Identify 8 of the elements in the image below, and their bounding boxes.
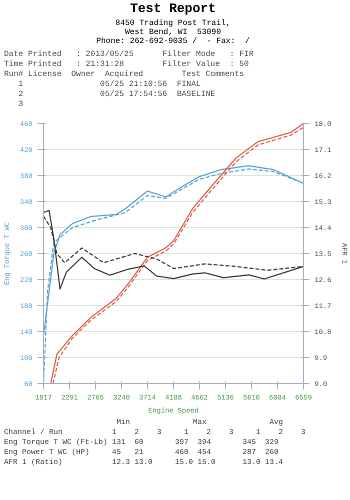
text: Date Printed : 2013/05/25 Filter Mode : FIR <box>4 50 254 59</box>
text: 2 05/25 17:54:56 BASELINE <box>18 90 216 99</box>
text: 3 <box>18 100 24 109</box>
chart-subtitle: 8450 Trading Post Trail, West Bend, WI 53090 Phone: 262-692-9035 / - Fax: / <box>95 18 251 46</box>
text: 1 05/25 21:10:56 FINAL <box>18 80 201 89</box>
chart-title: Test Report <box>129 0 217 18</box>
text: Time Printed : 21:31:28 Filter Value : 50 <box>4 60 249 69</box>
text: Run# License Owner Acquired Test Comments <box>4 70 244 79</box>
